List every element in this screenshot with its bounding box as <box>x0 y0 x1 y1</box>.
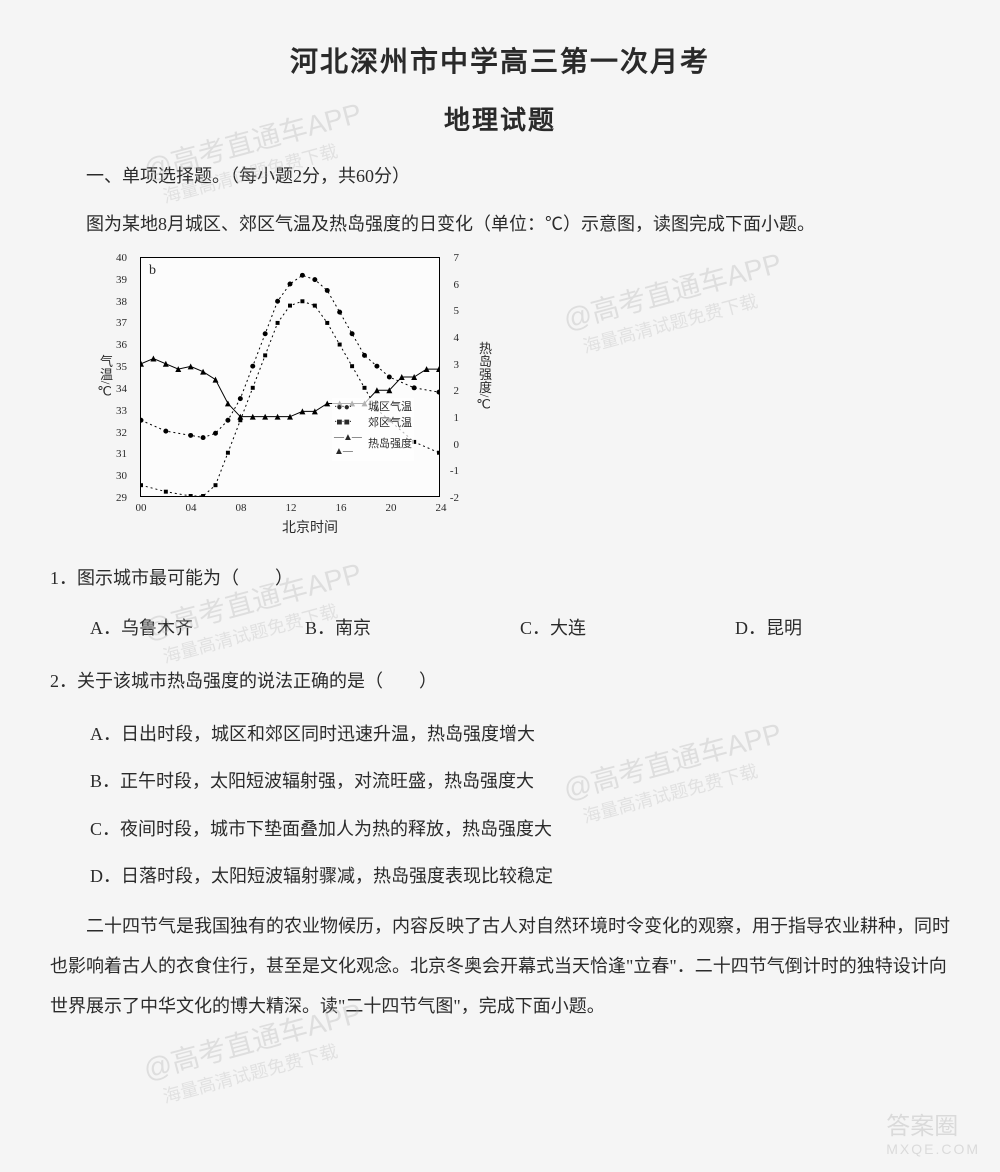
q2-option-d: D．日落时段，太阳短波辐射骤减，热岛强度表现比较稳定 <box>90 860 950 892</box>
chart-container: b 气温/℃ 热岛强度/℃ ·●·●· 城区气温 ·■·■· 郊区气温 —▲—▲… <box>140 257 480 537</box>
x-tick: 20 <box>386 502 397 514</box>
legend-marker-triangles: —▲—▲— <box>334 431 364 459</box>
y-tick-right: -1 <box>450 465 459 477</box>
q2-option-b: B．正午时段，太阳短波辐射强，对流旺盛，热岛强度大 <box>90 765 950 797</box>
y-tick-left: 30 <box>116 470 127 482</box>
x-tick: 16 <box>336 502 347 514</box>
y-tick-right: 1 <box>454 412 460 424</box>
y-tick-right: 0 <box>454 439 460 451</box>
legend-marker-squares: ·■·■· <box>334 416 364 430</box>
y-tick-left: 33 <box>116 405 127 417</box>
legend-heat: —▲—▲— 热岛强度 <box>334 431 412 459</box>
legend-suburb-label: 郊区气温 <box>368 416 412 431</box>
passage-2: 二十四节气是我国独有的农业物候历，内容反映了古人对自然环境时令变化的观察，用于指… <box>50 907 950 1026</box>
y-tick-left: 37 <box>116 317 127 329</box>
chart-ylabel-left: 气温/℃ <box>96 355 115 400</box>
x-tick: 04 <box>186 502 197 514</box>
watermark-sub: 海量高清试题免费下载 <box>580 287 761 359</box>
y-tick-right: 2 <box>454 385 460 397</box>
x-tick: 08 <box>236 502 247 514</box>
q2-options: A．日出时段，城区和郊区同时迅速升温，热岛强度增大 B．正午时段，太阳短波辐射强… <box>50 718 950 893</box>
watermark: @高考直通车APP <box>559 242 786 339</box>
chart-ylabel-right: 热岛强度/℃ <box>475 342 494 413</box>
y-tick-left: 29 <box>116 492 127 504</box>
legend-heat-label: 热岛强度 <box>368 437 412 452</box>
intro-text-1: 图为某地8月城区、郊区气温及热岛强度的日变化（单位：℃）示意图，读图完成下面小题… <box>50 206 950 242</box>
y-tick-left: 39 <box>116 274 127 286</box>
y-tick-left: 40 <box>116 252 127 264</box>
footer-url: MXQE.COM <box>886 1141 980 1157</box>
y-tick-right: 7 <box>454 252 460 264</box>
y-tick-left: 32 <box>116 427 127 439</box>
y-tick-right: 4 <box>454 332 460 344</box>
y-tick-left: 31 <box>116 448 127 460</box>
footer-logo: 答案圈 <box>886 1106 980 1141</box>
q1-option-c: C．大连 <box>520 614 735 640</box>
q2-option-c: C．夜间时段，城市下垫面叠加人为热的释放，热岛强度大 <box>90 813 950 845</box>
q2-option-a: A．日出时段，城区和郊区同时迅速升温，热岛强度增大 <box>90 718 950 750</box>
y-tick-left: 34 <box>116 383 127 395</box>
q2-stem: 2．关于该城市热岛强度的说法正确的是（ ） <box>50 665 950 697</box>
q1-option-d: D．昆明 <box>735 614 950 640</box>
x-tick: 00 <box>136 502 147 514</box>
y-tick-left: 38 <box>116 296 127 308</box>
x-tick: 12 <box>286 502 297 514</box>
footer-watermark: 答案圈 MXQE.COM <box>886 1106 980 1157</box>
subject-title: 地理试题 <box>50 100 950 137</box>
y-tick-right: 3 <box>454 359 460 371</box>
legend-urban: ·●·●· 城区气温 <box>334 400 412 415</box>
section-header: 一、单项选择题。（每小题2分，共60分） <box>50 162 950 188</box>
q1-stem: 1．图示城市最可能为（ ） <box>50 562 950 594</box>
chart-legend: ·●·●· 城区气温 ·■·■· 郊区气温 —▲—▲— 热岛强度 <box>332 398 414 461</box>
x-tick: 24 <box>436 502 447 514</box>
legend-suburb: ·■·■· 郊区气温 <box>334 416 412 431</box>
chart-box: b 气温/℃ 热岛强度/℃ ·●·●· 城区气温 ·■·■· 郊区气温 —▲—▲… <box>140 257 440 497</box>
watermark-sub: 海量高清试题免费下载 <box>160 1037 341 1109</box>
legend-marker-dots: ·●·●· <box>334 401 364 415</box>
y-tick-right: -2 <box>450 492 459 504</box>
y-tick-right: 5 <box>454 305 460 317</box>
q1-options: A．乌鲁木齐 B．南京 C．大连 D．昆明 <box>50 614 950 640</box>
legend-urban-label: 城区气温 <box>368 400 412 415</box>
q1-option-b: B．南京 <box>305 614 520 640</box>
q1-option-a: A．乌鲁木齐 <box>90 614 305 640</box>
exam-title: 河北深州市中学高三第一次月考 <box>50 40 950 80</box>
y-tick-right: 6 <box>454 279 460 291</box>
chart-xlabel: 北京时间 <box>140 517 480 537</box>
y-tick-left: 36 <box>116 339 127 351</box>
y-tick-left: 35 <box>116 361 127 373</box>
